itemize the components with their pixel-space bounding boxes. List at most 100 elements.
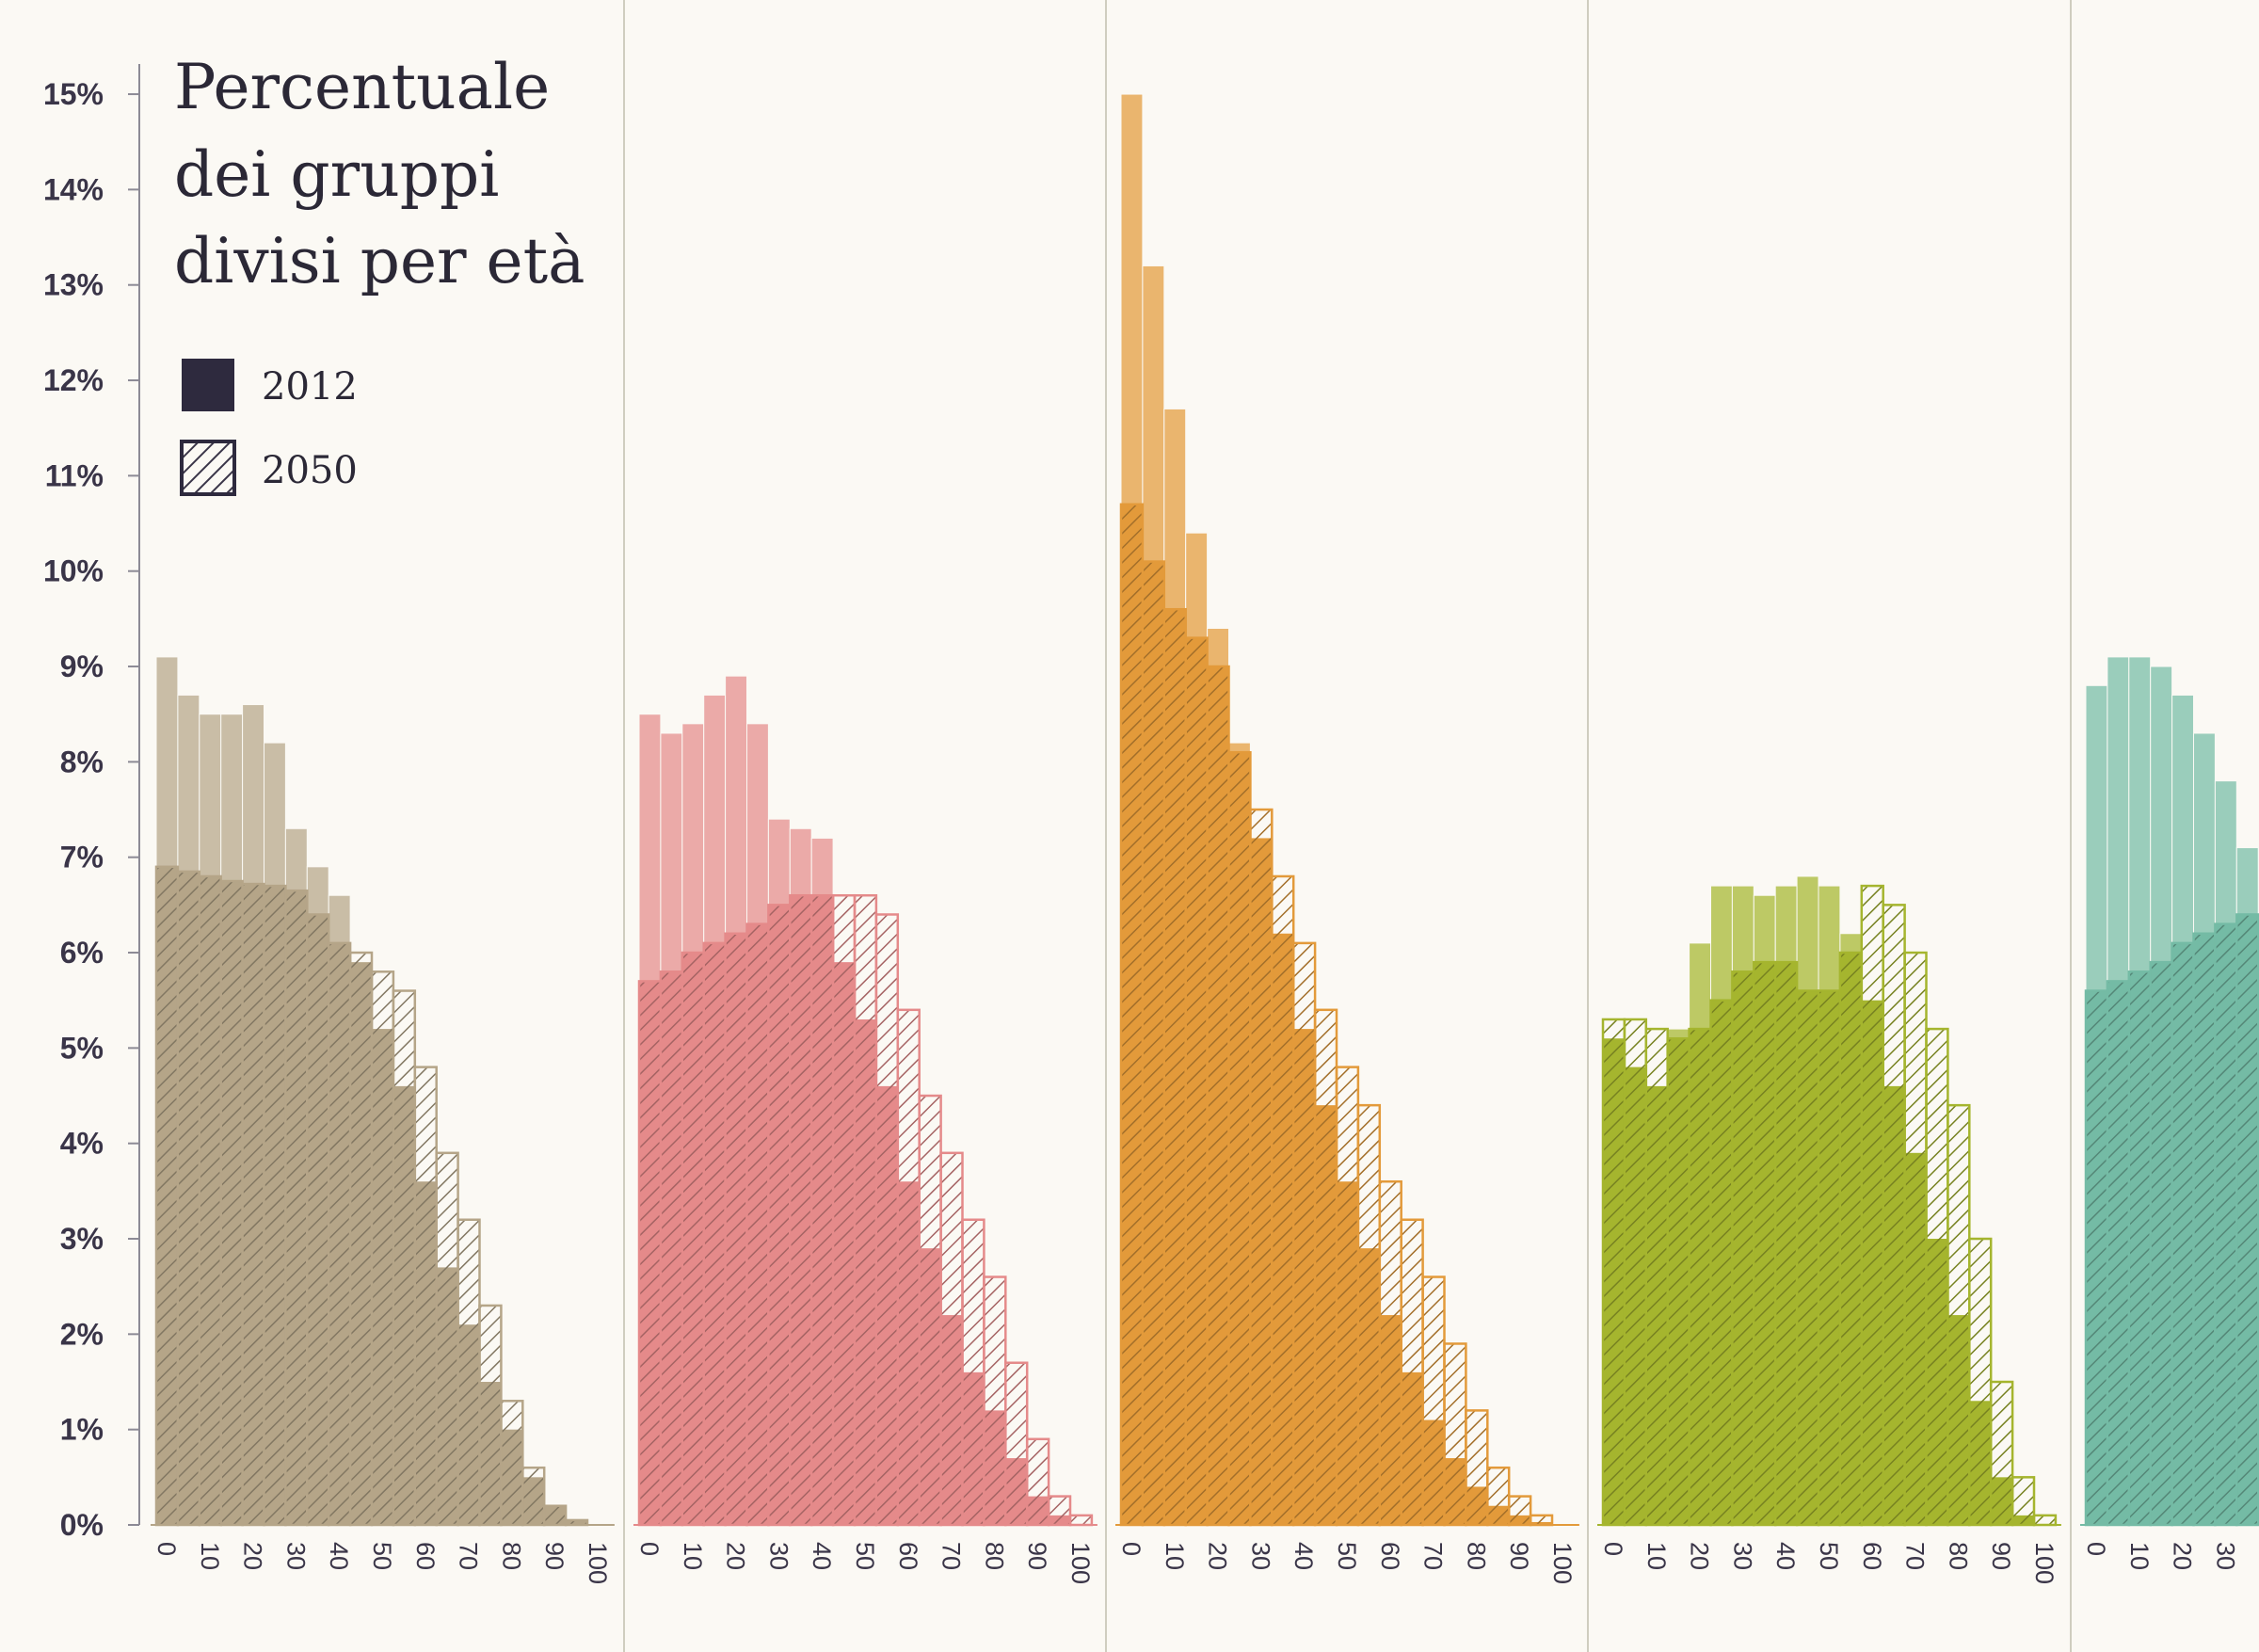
- x-tick-label: 10: [679, 1542, 707, 1570]
- bar-2050: [457, 1218, 481, 1527]
- bar-2050: [500, 1400, 524, 1527]
- x-tick-label: 90: [540, 1542, 569, 1570]
- chart-title: Percentuale dei gruppi divisi per età: [174, 51, 585, 297]
- bar-2050: [1947, 1103, 1971, 1527]
- bar-2050: [637, 980, 663, 1527]
- bar-2050: [983, 1275, 1007, 1527]
- bar-2050: [1753, 960, 1777, 1527]
- bar-2050: [1162, 607, 1187, 1527]
- panel-2: 0 10 20 30 40 50 60 70 80 90 100: [633, 675, 1097, 1584]
- bar-2050: [831, 893, 857, 1527]
- x-tick-label: 30: [281, 1542, 310, 1570]
- bar-2050: [1141, 560, 1166, 1527]
- x-tick-label: 40: [1290, 1542, 1318, 1570]
- bar-2050: [1773, 960, 1799, 1527]
- bar-2050: [681, 951, 705, 1527]
- bar-2050: [2011, 1476, 2036, 1527]
- bar-2050: [1356, 1103, 1382, 1527]
- bar-2050: [2149, 960, 2173, 1527]
- x-tick-label: 80: [497, 1542, 525, 1570]
- bar-2050: [1378, 1179, 1402, 1527]
- bar-2050: [918, 1094, 942, 1527]
- bar-2050: [392, 989, 417, 1527]
- x-tick-label: 70: [1419, 1542, 1448, 1570]
- bar-2050: [1227, 750, 1252, 1527]
- bar-2050: [1068, 1514, 1094, 1527]
- bar-2050: [702, 941, 727, 1527]
- bar-2050: [874, 913, 900, 1527]
- x-tick-label: 20: [1686, 1542, 1714, 1570]
- bar-2050: [1507, 1495, 1532, 1527]
- bar-2050: [1623, 1018, 1648, 1527]
- bar-2050: [2127, 970, 2152, 1527]
- bar-2050: [1968, 1237, 1993, 1527]
- bar-2050: [1666, 1036, 1690, 1527]
- legend-swatch-hatched: [180, 440, 236, 496]
- bar-2050: [306, 913, 330, 1527]
- legend-swatch-solid: [182, 359, 234, 411]
- panel-3: 0 10 20 30 40 50 60 70 80 90 100: [1115, 93, 1579, 1584]
- bar-2050: [1709, 999, 1734, 1527]
- x-tick-label: 0: [2082, 1542, 2110, 1556]
- bar-2050: [1025, 1437, 1050, 1527]
- y-tick-label: 2%: [60, 1317, 104, 1351]
- x-tick-label: 0: [152, 1542, 181, 1556]
- x-tick-label: 0: [635, 1542, 664, 1556]
- bar-2050: [1400, 1218, 1424, 1527]
- x-tick-label: 40: [2254, 1542, 2259, 1570]
- y-tick-label: 8%: [60, 745, 104, 778]
- bar-2050: [219, 879, 244, 1527]
- x-tick-label: 10: [1642, 1542, 1671, 1570]
- bar-2050: [1925, 1027, 1949, 1527]
- x-tick-label: 20: [722, 1542, 750, 1570]
- bar-2050: [521, 1466, 546, 1527]
- x-tick-label: 70: [937, 1542, 966, 1570]
- x-tick-label: 30: [764, 1542, 793, 1570]
- legend-label-2012: 2012: [262, 365, 358, 409]
- y-tick-label: 4%: [60, 1127, 104, 1161]
- x-tick-label: 80: [1944, 1542, 1972, 1570]
- bar-2050: [1291, 941, 1317, 1527]
- bar-2050: [370, 970, 395, 1527]
- panel-dividers: [623, 0, 2072, 1652]
- y-tick-label: 0%: [60, 1508, 104, 1542]
- bar-2050: [542, 1504, 568, 1527]
- legend-label-2050: 2050: [262, 449, 358, 492]
- bar-2050: [1206, 665, 1230, 1527]
- bar-2050: [1184, 636, 1209, 1527]
- bar-2050: [263, 884, 287, 1527]
- bar-2050: [809, 893, 835, 1527]
- x-tick-label: 50: [1815, 1542, 1843, 1570]
- x-tick-label: 90: [1505, 1542, 1533, 1570]
- y-tick-label: 14%: [43, 172, 104, 206]
- bar-2050: [2084, 989, 2109, 1527]
- x-tick-label: 0: [1117, 1542, 1146, 1556]
- bar-2050: [2032, 1514, 2058, 1527]
- x-tick-label: 50: [851, 1542, 879, 1570]
- x-tick-label: 10: [1161, 1542, 1189, 1570]
- y-tick-label: 5%: [60, 1031, 104, 1065]
- x-tick-label: 60: [1858, 1542, 1886, 1570]
- bar-2050: [2214, 922, 2238, 1527]
- x-tick-label: 80: [1462, 1542, 1490, 1570]
- x-tick-label: 90: [1023, 1542, 1051, 1570]
- x-tick-label: 70: [1901, 1542, 1930, 1570]
- bar-2050: [198, 874, 222, 1527]
- bar-2050: [348, 951, 374, 1527]
- bar-2050: [1421, 1275, 1446, 1527]
- bar-2050: [961, 1218, 985, 1527]
- x-tick-label: 60: [894, 1542, 922, 1570]
- x-tick-label: 10: [196, 1542, 224, 1570]
- bar-2050: [327, 941, 352, 1527]
- bar-2050: [1860, 884, 1884, 1527]
- y-tick-label: 13%: [43, 268, 104, 302]
- bar-2050: [1903, 951, 1928, 1527]
- panel-1: 0 10 20 30 40 50 60 70 80 90 100: [151, 656, 615, 1584]
- bar-2050: [413, 1066, 438, 1527]
- x-tick-label: 30: [1728, 1542, 1756, 1570]
- y-tick-label: 15%: [43, 77, 104, 111]
- x-tick-label: 20: [239, 1542, 267, 1570]
- x-tick-label: 40: [808, 1542, 836, 1570]
- bar-2050: [284, 889, 309, 1527]
